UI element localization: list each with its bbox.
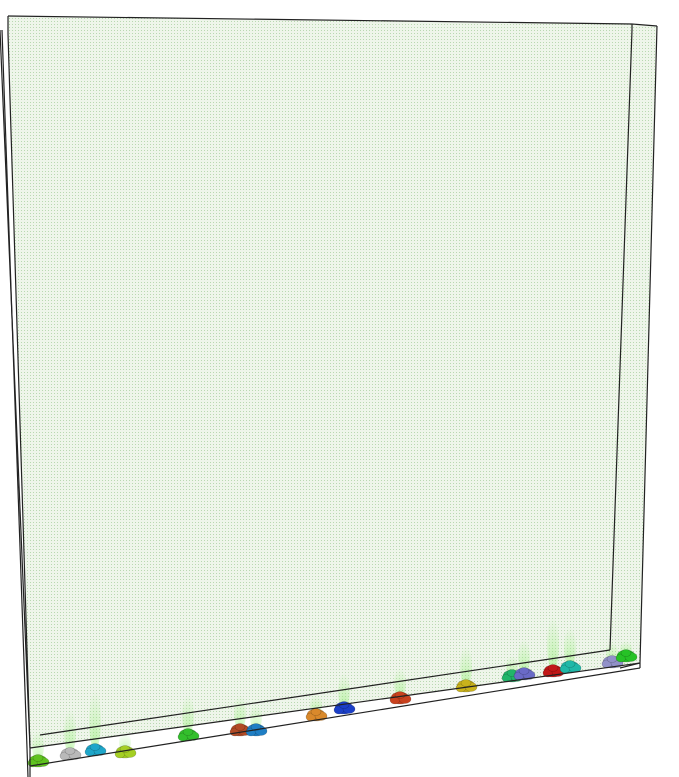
domain-edge	[7, 33, 31, 749]
domain-edge	[29, 662, 641, 749]
domain-edge	[7, 15, 633, 25]
particle-cluster	[84, 743, 107, 757]
heat-plume	[460, 646, 472, 686]
heat-plume	[89, 690, 101, 750]
particle-cluster	[177, 728, 200, 742]
domain-edges	[0, 15, 658, 777]
particle-blob	[460, 679, 472, 687]
heat-plume	[250, 705, 262, 730]
particle-blob	[620, 649, 632, 657]
domain-box	[8, 16, 657, 748]
particle-blob	[606, 655, 618, 663]
particle-blob	[310, 708, 322, 716]
particle-cluster-layer	[27, 649, 638, 768]
particle-cluster	[615, 649, 638, 663]
particle-blob	[64, 747, 76, 755]
domain-edge	[631, 23, 658, 27]
heat-plume	[547, 616, 559, 671]
domain-edge	[609, 29, 633, 651]
particle-blob	[32, 754, 44, 762]
particle-cluster	[305, 708, 328, 722]
heat-plume	[394, 668, 406, 698]
domain-edge	[1, 29, 29, 777]
domain-edge	[29, 667, 641, 767]
heat-plume	[234, 695, 246, 730]
particle-blob	[234, 723, 246, 731]
heat-plume	[32, 731, 44, 761]
heat-plume	[338, 673, 350, 708]
domain-edge	[639, 25, 658, 664]
heat-plume	[518, 639, 530, 674]
particle-blob	[518, 667, 530, 675]
domain-dot-field	[8, 16, 657, 748]
particle-cluster	[513, 667, 536, 681]
plume-layer	[32, 616, 632, 761]
particle-blob	[89, 743, 101, 751]
particle-blob	[564, 660, 576, 668]
particle-cluster	[389, 691, 412, 705]
particle-blob	[547, 664, 559, 672]
particle-blob	[182, 728, 194, 736]
particle-cluster	[559, 660, 582, 674]
domain-edge	[39, 649, 611, 736]
domain-edge	[619, 662, 641, 669]
